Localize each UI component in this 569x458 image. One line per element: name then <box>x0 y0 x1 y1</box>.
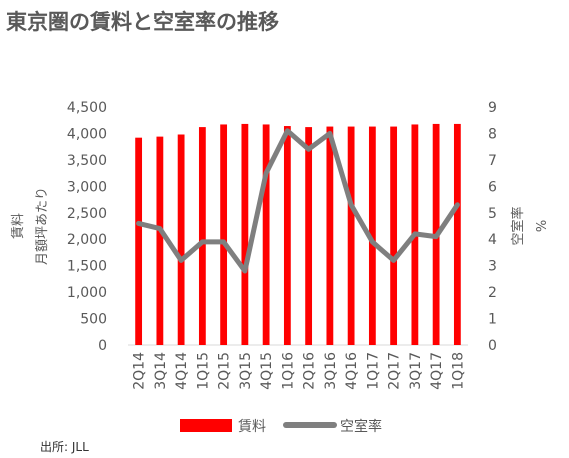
x-tick-label: 4Q15 <box>259 352 275 390</box>
legend-swatch-rent <box>180 419 232 432</box>
x-tick-label: 3Q17 <box>408 352 424 390</box>
x-tick-label: 3Q16 <box>323 352 339 390</box>
bar-rent-3Q16 <box>326 126 334 346</box>
left-axis-title-line2: 月額坪あたり <box>35 187 50 265</box>
right-axis-ticks: 0 1 2 3 4 5 6 7 8 9 <box>488 100 497 354</box>
right-tick-label: 3 <box>488 259 497 275</box>
right-tick-label: 0 <box>488 338 497 354</box>
left-tick-label: 500 <box>80 312 107 328</box>
right-tick-label: 6 <box>488 179 497 195</box>
x-tick-label: 2Q14 <box>132 352 148 390</box>
left-axis-title-line1: 賃料 <box>11 213 26 239</box>
x-tick-label: 2Q17 <box>387 352 403 390</box>
bar-rent-4Q15 <box>262 124 270 345</box>
line-vacancy-rate <box>136 128 460 274</box>
right-tick-label: 8 <box>488 126 497 142</box>
left-tick-label: 2,500 <box>67 206 107 222</box>
legend: 賃料 空室率 <box>180 418 382 435</box>
x-tick-label: 1Q16 <box>280 352 296 390</box>
bar-rent-1Q15 <box>198 127 206 345</box>
right-axis-title-line2: % <box>535 220 550 232</box>
legend-label-vacancy: 空室率 <box>340 418 382 435</box>
right-tick-label: 1 <box>488 312 497 328</box>
x-tick-label: 1Q18 <box>450 352 466 390</box>
x-tick-label: 2Q16 <box>302 352 318 390</box>
right-tick-label: 7 <box>488 153 497 169</box>
x-tick-label: 3Q14 <box>153 352 169 390</box>
left-tick-label: 3,000 <box>67 179 107 195</box>
source-note: 出所: JLL <box>40 440 89 454</box>
right-tick-label: 9 <box>488 100 497 116</box>
bar-rent-3Q14 <box>156 136 164 345</box>
bar-rent-2Q15 <box>220 124 228 345</box>
x-tick-label: 4Q14 <box>174 352 190 390</box>
right-tick-label: 2 <box>488 285 497 301</box>
right-tick-label: 4 <box>488 232 497 248</box>
right-axis-title-line1: 空室率 <box>510 206 526 245</box>
left-tick-label: 2,000 <box>67 232 107 248</box>
x-tick-label: 1Q15 <box>195 352 211 390</box>
bar-rent-2Q14 <box>135 137 143 345</box>
left-tick-label: 3,500 <box>67 153 107 169</box>
vacancy-line-layer <box>136 128 460 274</box>
left-axis-ticks: 0 500 1,000 1,500 2,000 2,500 3,000 3,500 4,000 4… <box>67 100 107 354</box>
x-axis-ticks: 2Q14 3Q14 4Q14 1Q15 2Q15 3Q15 4Q15 1Q16 2Q16 3Q16… <box>132 352 467 390</box>
bar-rent-2Q17 <box>390 126 398 346</box>
x-tick-label: 1Q17 <box>365 352 381 390</box>
left-tick-label: 0 <box>98 338 107 354</box>
left-tick-label: 4,500 <box>67 100 107 116</box>
x-tick-label: 4Q17 <box>429 352 445 390</box>
left-tick-label: 1,000 <box>67 285 107 301</box>
bar-rent-4Q14 <box>177 134 185 345</box>
bar-rent-2Q16 <box>305 127 313 345</box>
legend-label-rent: 賃料 <box>238 419 266 435</box>
right-tick-label: 5 <box>488 206 497 222</box>
bar-rent-1Q18 <box>453 123 461 346</box>
bar-rent-3Q15 <box>241 123 249 346</box>
bar-rent-1Q16 <box>283 126 291 345</box>
bar-rent-1Q17 <box>368 126 376 346</box>
bar-rent-4Q16 <box>347 126 355 346</box>
chart-title: 東京圏の賃料と空室率の推移 <box>6 10 279 34</box>
left-tick-label: 4,000 <box>67 126 107 142</box>
x-tick-label: 2Q15 <box>217 352 233 390</box>
x-tick-label: 3Q15 <box>238 352 254 390</box>
x-tick-label: 4Q16 <box>344 352 360 390</box>
left-tick-label: 1,500 <box>67 259 107 275</box>
